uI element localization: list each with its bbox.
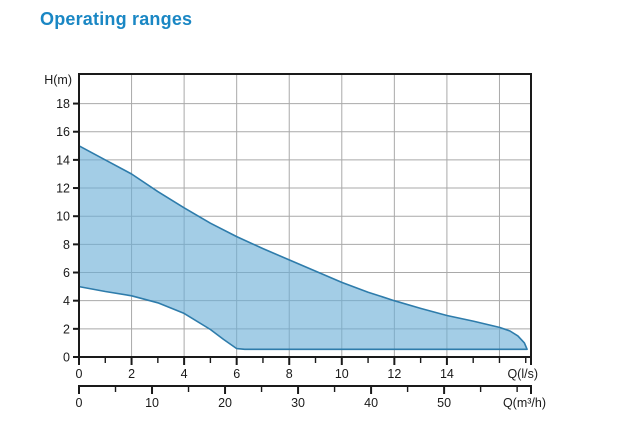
y-tick-label: 18 xyxy=(56,97,70,111)
x-tick-label: 14 xyxy=(440,367,454,381)
y-axis-label: H(m) xyxy=(44,73,72,87)
y-tick-label: 16 xyxy=(56,125,70,139)
x-tick-label: 12 xyxy=(387,367,401,381)
y-tick-label: 0 xyxy=(63,351,70,365)
y-tick-label: 4 xyxy=(63,294,70,308)
x2-axis-label: Q(m³/h) xyxy=(503,396,546,410)
y-tick-label: 2 xyxy=(63,322,70,336)
x-tick-label: 0 xyxy=(76,367,83,381)
x2-tick-label: 50 xyxy=(437,396,451,410)
x-tick-label: 6 xyxy=(233,367,240,381)
operating-range-area xyxy=(78,145,528,351)
page-title: Operating ranges xyxy=(40,9,193,29)
x-tick-label: 2 xyxy=(128,367,135,381)
x-tick-label: 4 xyxy=(181,367,188,381)
y-tick-label: 6 xyxy=(63,266,70,280)
x2-tick-label: 20 xyxy=(218,396,232,410)
x2-tick-label: 40 xyxy=(364,396,378,410)
y-tick-label: 14 xyxy=(56,153,70,167)
x-tick-label: 10 xyxy=(335,367,349,381)
x2-tick-label: 30 xyxy=(291,396,305,410)
x-tick-label: 8 xyxy=(286,367,293,381)
y-tick-label: 12 xyxy=(56,182,70,196)
y-tick-label: 10 xyxy=(56,210,70,224)
x2-tick-label: 10 xyxy=(145,396,159,410)
x-axis-label: Q(l/s) xyxy=(507,367,538,381)
y-tick-label: 8 xyxy=(63,238,70,252)
x2-tick-label: 0 xyxy=(76,396,83,410)
